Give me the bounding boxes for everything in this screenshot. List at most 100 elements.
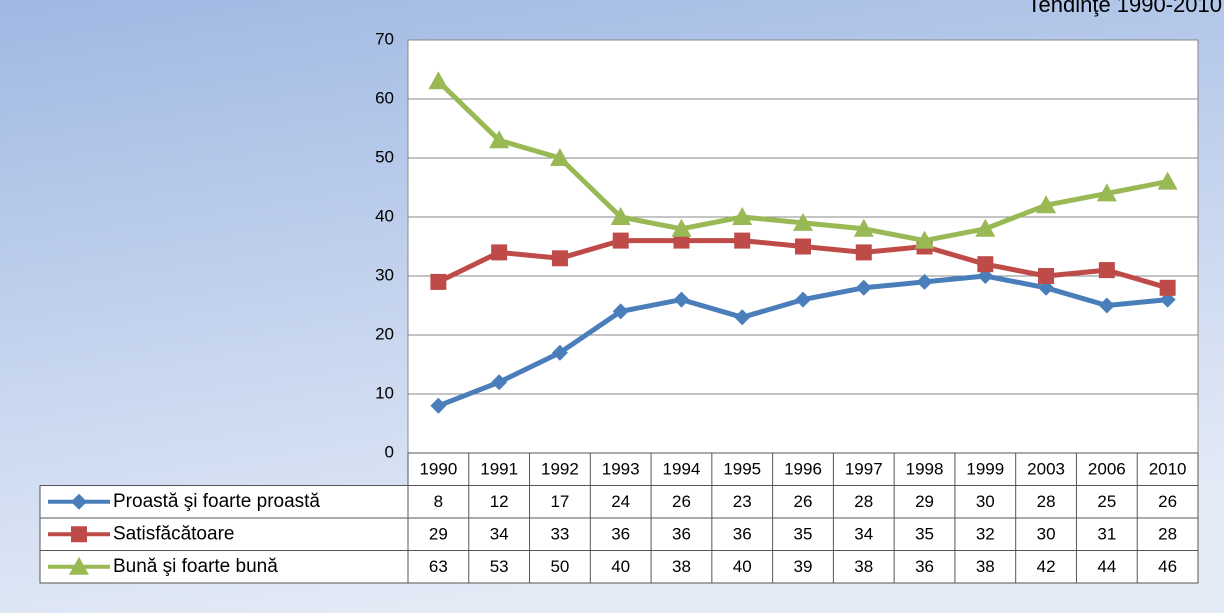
marker <box>916 273 933 290</box>
marker <box>673 291 690 308</box>
marker <box>671 218 692 237</box>
table-value: 34 <box>854 525 873 544</box>
table-value: 34 <box>490 525 509 544</box>
marker <box>612 232 629 249</box>
legend-marker <box>69 556 89 575</box>
marker <box>795 291 811 308</box>
marker <box>491 374 508 391</box>
marker <box>795 238 811 255</box>
x-tick-label: 1994 <box>663 460 701 479</box>
x-tick-label: 1997 <box>845 460 883 479</box>
marker <box>855 244 872 261</box>
x-tick-label: 1992 <box>541 460 579 479</box>
marker <box>612 303 629 320</box>
marker <box>853 218 874 237</box>
marker <box>1157 171 1178 190</box>
table-value: 29 <box>915 492 934 511</box>
marker <box>975 218 996 237</box>
x-tick-label: 1991 <box>480 460 518 479</box>
marker <box>1096 183 1117 202</box>
legend-label: Bună şi foarte bună <box>113 556 278 577</box>
y-tick-label: 10 <box>375 383 394 402</box>
marker <box>610 207 631 225</box>
table-value: 33 <box>550 525 569 544</box>
table-value: 40 <box>611 557 630 576</box>
table-value: 50 <box>550 557 569 576</box>
y-tick-label: 50 <box>375 147 394 166</box>
table-value: 36 <box>915 557 934 576</box>
y-tick-label: 20 <box>375 324 394 343</box>
marker <box>1098 297 1115 314</box>
x-tick-label: 1998 <box>906 460 944 479</box>
table-value: 44 <box>1097 557 1116 576</box>
marker <box>855 279 872 296</box>
marker <box>1098 262 1115 279</box>
table-value: 53 <box>490 557 509 576</box>
legend-label: Satisfăcătoare <box>113 523 234 544</box>
marker <box>551 344 568 361</box>
table-value: 32 <box>976 525 995 544</box>
table-value: 24 <box>611 492 630 511</box>
table-value: 36 <box>611 525 630 544</box>
legend-label: Proastă şi foarte proastă <box>113 491 320 512</box>
table-value: 31 <box>1097 525 1116 544</box>
marker <box>428 71 449 90</box>
marker <box>551 250 568 267</box>
marker <box>1036 195 1057 214</box>
table-value: 63 <box>429 557 448 576</box>
legend-marker <box>71 493 87 510</box>
table-value: 12 <box>490 492 509 511</box>
table-value: 8 <box>434 492 443 511</box>
table-value: 46 <box>1158 557 1177 576</box>
table-value: 17 <box>550 492 569 511</box>
table-value: 28 <box>854 492 873 511</box>
marker <box>430 397 447 414</box>
marker <box>977 256 994 273</box>
table-value: 39 <box>794 557 813 576</box>
marker <box>793 212 813 231</box>
marker <box>549 148 570 166</box>
marker <box>734 309 751 326</box>
table-value: 40 <box>733 557 752 576</box>
table-value: 38 <box>672 557 691 576</box>
y-tick-label: 70 <box>375 29 394 48</box>
x-tick-label: 2006 <box>1088 460 1126 479</box>
chart-title: Tendinţe 1990-2010 <box>1028 0 1223 17</box>
table-value: 29 <box>429 525 448 544</box>
marker <box>1159 279 1176 296</box>
table-value: 38 <box>854 557 873 576</box>
table-value: 28 <box>1037 492 1056 511</box>
x-tick-label: 1996 <box>784 460 822 479</box>
table-value: 30 <box>1037 525 1056 544</box>
table-value: 28 <box>1158 525 1177 544</box>
y-tick-label: 40 <box>375 206 394 225</box>
marker <box>489 130 510 149</box>
table-value: 26 <box>1158 492 1177 511</box>
marker <box>430 273 447 290</box>
table-value: 25 <box>1097 492 1116 511</box>
table-header-cell <box>407 452 1199 486</box>
table-value: 36 <box>672 525 691 544</box>
y-tick-label: 30 <box>375 265 394 284</box>
x-tick-label: 1999 <box>966 460 1004 479</box>
marker <box>914 230 935 249</box>
marker <box>491 244 508 261</box>
x-tick-label: 2010 <box>1149 460 1187 479</box>
legend-marker <box>71 526 87 543</box>
y-tick-label: 60 <box>375 88 394 107</box>
x-tick-label: 2003 <box>1027 460 1065 479</box>
y-tick-label: 0 <box>385 442 394 461</box>
x-tick-label: 1990 <box>419 460 457 479</box>
marker <box>1038 268 1055 284</box>
x-tick-label: 1993 <box>602 460 640 479</box>
table-value: 26 <box>672 492 691 511</box>
table-value: 30 <box>976 492 995 511</box>
table-body <box>39 485 1199 584</box>
table-value: 42 <box>1037 557 1056 576</box>
table-value: 26 <box>794 492 813 511</box>
table-value: 38 <box>976 557 995 576</box>
table-value: 23 <box>733 492 752 511</box>
marker <box>732 207 753 225</box>
table-value: 36 <box>733 525 752 544</box>
